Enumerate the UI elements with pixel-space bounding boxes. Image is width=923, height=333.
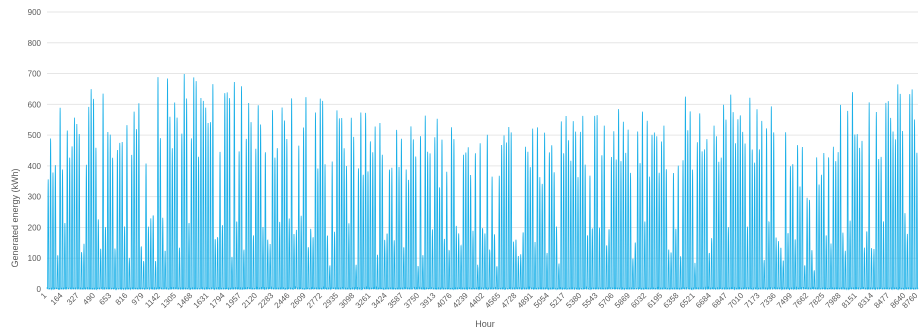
x-tick-label: 7173 — [743, 291, 762, 310]
x-tick-label: 1142 — [143, 291, 162, 310]
x-tick-label: 4728 — [500, 291, 519, 310]
y-axis-ticks: 0 100 200 300 400 500 600 700 800 900 — [28, 8, 42, 294]
x-tick-label: 6847 — [710, 291, 729, 310]
x-tick-label: 7336 — [759, 291, 778, 310]
y-tick-label: 500 — [28, 131, 42, 140]
x-tick-label: 7988 — [824, 291, 843, 310]
x-tick-label: 3424 — [370, 291, 389, 310]
x-tick-label: 6032 — [629, 291, 648, 310]
y-tick-label: 700 — [28, 70, 42, 79]
x-tick-label: 8151 — [840, 291, 859, 310]
y-tick-label: 200 — [28, 223, 42, 232]
x-tick-label: 1468 — [175, 291, 194, 310]
x-tick-label: 2772 — [305, 291, 324, 310]
series-line — [46, 73, 919, 291]
x-tick-label: 2609 — [289, 291, 308, 310]
y-tick-label: 900 — [28, 8, 42, 17]
x-tick-label: 5869 — [613, 291, 632, 310]
x-tick-label: 2120 — [240, 291, 259, 310]
x-tick-label: 2283 — [256, 291, 275, 310]
x-tick-label: 2935 — [321, 291, 340, 310]
x-tick-label: 653 — [97, 291, 113, 307]
x-tick-label: 1794 — [208, 291, 227, 310]
x-tick-label: 4076 — [435, 291, 454, 310]
x-tick-label: 6358 — [662, 291, 681, 310]
x-tick-label: 8477 — [872, 291, 891, 310]
x-tick-label: 5217 — [548, 291, 567, 310]
x-tick-label: 6195 — [645, 291, 664, 310]
x-tick-label: 1631 — [192, 291, 211, 310]
x-tick-label: 6684 — [694, 291, 713, 310]
x-tick-label: 7010 — [726, 291, 745, 310]
y-tick-label: 400 — [28, 162, 42, 171]
x-tick-label: 327 — [65, 291, 81, 307]
x-axis-title: Hour — [475, 319, 495, 329]
x-tick-label: 4891 — [516, 291, 535, 310]
x-tick-label: 4565 — [483, 291, 502, 310]
x-tick-label: 3587 — [386, 291, 405, 310]
x-tick-label: 4402 — [467, 291, 486, 310]
y-tick-label: 600 — [28, 100, 42, 109]
x-tick-label: 4239 — [451, 291, 470, 310]
x-tick-label: 1305 — [159, 291, 178, 310]
x-tick-label: 3098 — [337, 291, 356, 310]
x-axis-ticks: 1 164 327 490 653 816 979114213051468163117941… — [39, 291, 920, 310]
y-tick-label: 100 — [28, 254, 42, 263]
y-tick-label: 800 — [28, 39, 42, 48]
x-tick-label: 3750 — [402, 291, 421, 310]
y-tick-label: 0 — [37, 285, 42, 294]
x-tick-label: 3913 — [418, 291, 437, 310]
x-tick-label: 2446 — [273, 291, 292, 310]
x-tick-label: 5543 — [581, 291, 600, 310]
x-tick-label: 490 — [81, 291, 97, 307]
x-tick-label: 8314 — [856, 291, 875, 310]
x-tick-label: 5380 — [564, 291, 583, 310]
x-tick-label: 816 — [114, 291, 130, 307]
y-tick-label: 300 — [28, 193, 42, 202]
y-axis-title: Generated energy (kWh) — [10, 168, 20, 267]
x-tick-label: 6521 — [678, 291, 697, 310]
x-tick-label: 164 — [49, 291, 65, 307]
x-tick-label: 1 — [39, 291, 49, 301]
x-tick-label: 1957 — [224, 291, 243, 310]
x-tick-label: 7825 — [807, 291, 826, 310]
x-tick-label: 7662 — [791, 291, 810, 310]
x-tick-label: 3261 — [354, 291, 373, 310]
x-tick-label: 5054 — [532, 291, 551, 310]
x-tick-label: 7499 — [775, 291, 794, 310]
x-tick-label: 5706 — [597, 291, 616, 310]
